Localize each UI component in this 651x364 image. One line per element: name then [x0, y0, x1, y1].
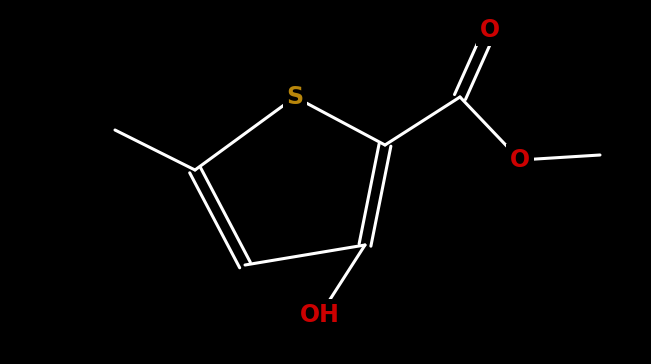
- Text: S: S: [286, 85, 303, 109]
- Text: O: O: [480, 18, 500, 42]
- Text: OH: OH: [300, 303, 340, 327]
- Text: O: O: [510, 148, 530, 172]
